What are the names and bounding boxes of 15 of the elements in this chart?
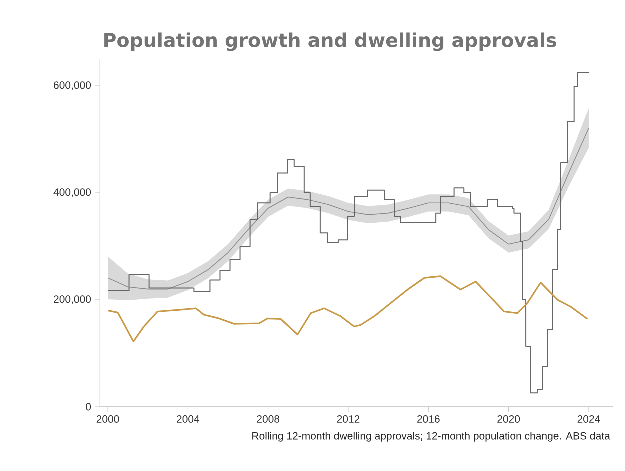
chart-title: Population growth and dwelling approvals [104, 32, 556, 52]
text: Rolling 12-month dwelling approvals; 12-month population change. ABS data [252, 432, 610, 442]
x-tick-label: 2004 [177, 416, 200, 423]
y-tick-label: 600,000 [54, 82, 92, 90]
line-series [107, 276, 589, 343]
x-tick-label: 2024 [578, 416, 600, 423]
y-tick-label: 0 [86, 403, 92, 411]
line-series [108, 128, 590, 290]
y-tick-label: 200,000 [54, 296, 92, 304]
x-tick-label: 2000 [96, 416, 120, 423]
x-tick-label: 2008 [257, 416, 280, 423]
x-tick-label: 2012 [337, 416, 360, 423]
y-tick-label: 400,000 [54, 188, 92, 198]
x-tick-label: 2016 [418, 416, 440, 423]
x-tick-label: 2020 [498, 416, 520, 423]
